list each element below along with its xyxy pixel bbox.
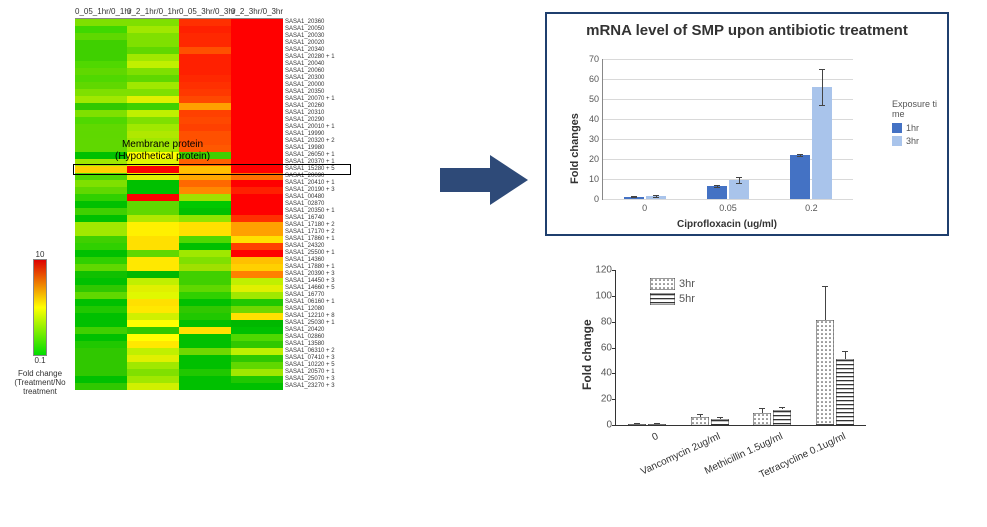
heatmap-column-headers: 0_05_1hr/0_1hr0_2_1hr/0_1hr0_05_3hr/0_3h…: [75, 5, 435, 19]
colorbar-max: 10: [10, 250, 70, 259]
heatmap-row-labels: SASA1_20360SASA1_20050SASA1_20030SASA1_2…: [285, 19, 335, 390]
heatmap: 0_05_1hr/0_1hr0_2_1hr/0_1hr0_05_3hr/0_3h…: [75, 5, 435, 390]
chart-legend: 3hr5hr: [650, 278, 695, 308]
chart-ciprofloxacin: mRNA level of SMP upon antibiotic treatm…: [545, 12, 949, 236]
colorbar-min: 0.1: [10, 356, 70, 365]
colorbar-gradient: [33, 259, 47, 356]
colorbar: 10 0.1 Fold change(Treatment/No treatmen…: [10, 250, 70, 396]
chart-ylabel: Fold change: [580, 319, 594, 390]
chart-xlabel: Ciprofloxacin (ug/ml): [677, 219, 777, 230]
chart-legend: Exposure time1hr3hr: [892, 99, 937, 149]
arrow-icon: [440, 150, 530, 215]
chart-plot-area: 01020304050607000.050.2: [602, 59, 853, 200]
colorbar-caption: Fold change(Treatment/No treatment: [10, 369, 70, 396]
chart-title: mRNA level of SMP upon antibiotic treatm…: [547, 22, 947, 39]
chart-antibiotics: 0204060801001200Vancomycin 2ug/mlMethici…: [560, 260, 930, 490]
chart-ylabel: Fold changes: [569, 113, 581, 184]
membrane-protein-label: Membrane protein(Hypothetical protein): [115, 139, 210, 163]
heatmap-grid: [75, 19, 283, 390]
